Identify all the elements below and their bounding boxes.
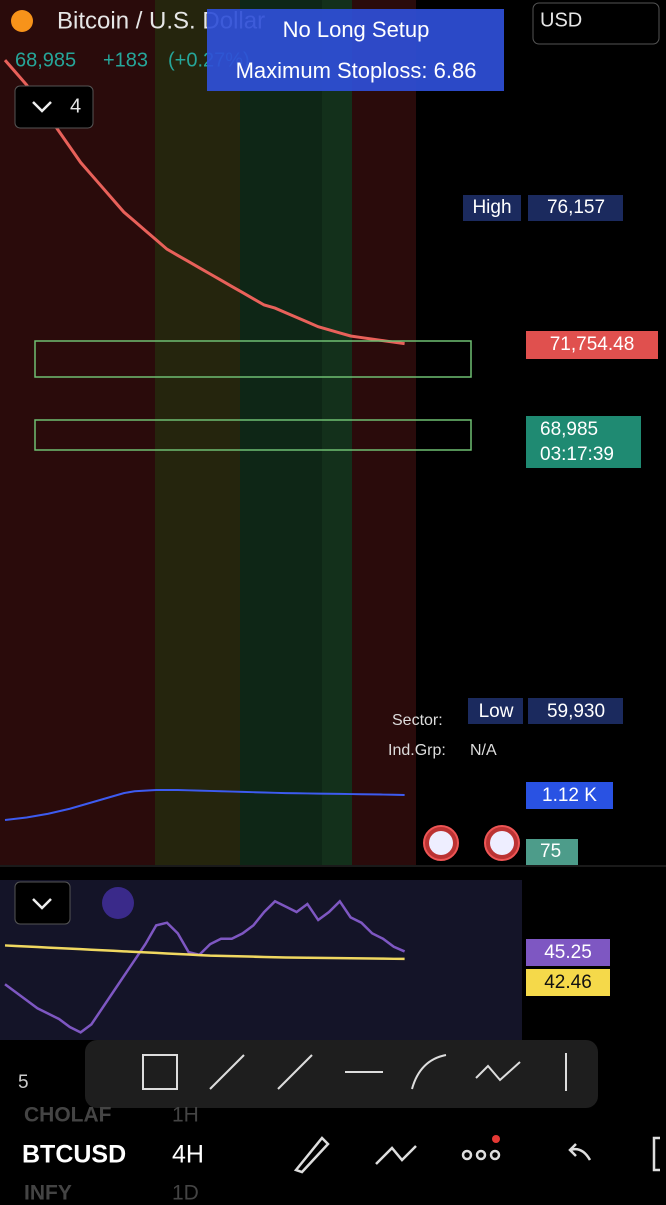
moving-average <box>3 59 405 346</box>
chevron <box>32 898 52 910</box>
ticker[interactable]: BTCUSD <box>22 1141 126 1169</box>
watchlist-tf: 1H <box>172 1104 199 1127</box>
more-icon[interactable] <box>652 1136 660 1172</box>
rsi-value: 45.25 <box>544 942 592 963</box>
currency-button[interactable] <box>532 2 660 45</box>
low-value: 59,930 <box>547 701 605 722</box>
banner-line: No Long Setup <box>283 17 430 42</box>
interval[interactable]: 4H <box>172 1141 204 1169</box>
low-tag <box>468 698 523 724</box>
tool-line[interactable] <box>209 1054 245 1090</box>
low-value-tag <box>528 698 623 724</box>
zone-box <box>34 340 472 378</box>
ma-value: 71,754.48 <box>550 334 635 355</box>
tool-curve[interactable] <box>411 1054 447 1090</box>
rsi-pane <box>4 899 406 1034</box>
change: +183 <box>103 49 148 71</box>
volume-ma-tag <box>526 782 613 809</box>
rsi-background <box>0 880 522 1040</box>
volume-ma-value: 1.12 K <box>542 785 597 806</box>
sync-button[interactable] <box>102 887 134 919</box>
banner-line: Maximum Stoploss: 6.86 <box>236 58 477 83</box>
tool-rect[interactable] <box>142 1054 178 1090</box>
session-bands <box>0 0 416 865</box>
rsi-ma-value: 42.46 <box>544 972 592 993</box>
last-tag <box>526 416 641 468</box>
sector-label: Sector: <box>392 712 443 729</box>
ma-tag <box>526 331 658 359</box>
undo-icon[interactable] <box>568 1143 592 1161</box>
indicator-toggle[interactable] <box>14 85 94 129</box>
volume-tag <box>526 839 578 865</box>
last-price: 68,985 <box>15 49 76 71</box>
chevron <box>32 101 52 113</box>
watchlist-item[interactable]: CHOLAF <box>24 1104 112 1127</box>
volume-value: 75 <box>540 841 561 862</box>
high-value: 76,157 <box>547 197 605 218</box>
countdown: 03:17:39 <box>540 444 614 465</box>
rsi-toggle[interactable] <box>14 881 71 925</box>
indicator-icon[interactable] <box>375 1145 417 1165</box>
draw-icon[interactable] <box>293 1136 330 1174</box>
volume-ma-line <box>4 789 405 821</box>
tool-path[interactable] <box>475 1061 521 1082</box>
watchlist-tf: 1D <box>172 1182 199 1200</box>
high-value-tag <box>528 195 623 221</box>
ind-grp-value: N/A <box>470 742 497 759</box>
ind-grp-label: Ind.Grp: <box>388 742 446 759</box>
rsi-ma-tag <box>526 969 610 996</box>
high-label: High <box>472 197 511 218</box>
rsi-tag <box>526 939 610 966</box>
low-label: Low <box>479 701 514 722</box>
drawing-toolbar <box>85 1040 598 1108</box>
high-tag <box>463 195 521 221</box>
rsi-ma-line <box>4 944 405 961</box>
banner <box>207 9 504 91</box>
currency: USD <box>540 9 582 31</box>
event-flags <box>423 825 520 861</box>
btc-icon <box>11 10 33 32</box>
interval-hint: 5 <box>18 1072 29 1093</box>
tool-ray[interactable] <box>277 1054 313 1090</box>
rsi-line <box>4 899 406 1034</box>
bottom-icons <box>293 1136 660 1174</box>
price-pane <box>3 59 405 821</box>
last-value: 68,985 <box>540 419 598 440</box>
notification-dot <box>492 1135 500 1143</box>
indicator-count: 4 <box>70 95 81 117</box>
tool-icons <box>142 1053 567 1091</box>
watchlist-item[interactable]: INFY <box>24 1182 72 1205</box>
zone-box <box>34 419 472 451</box>
